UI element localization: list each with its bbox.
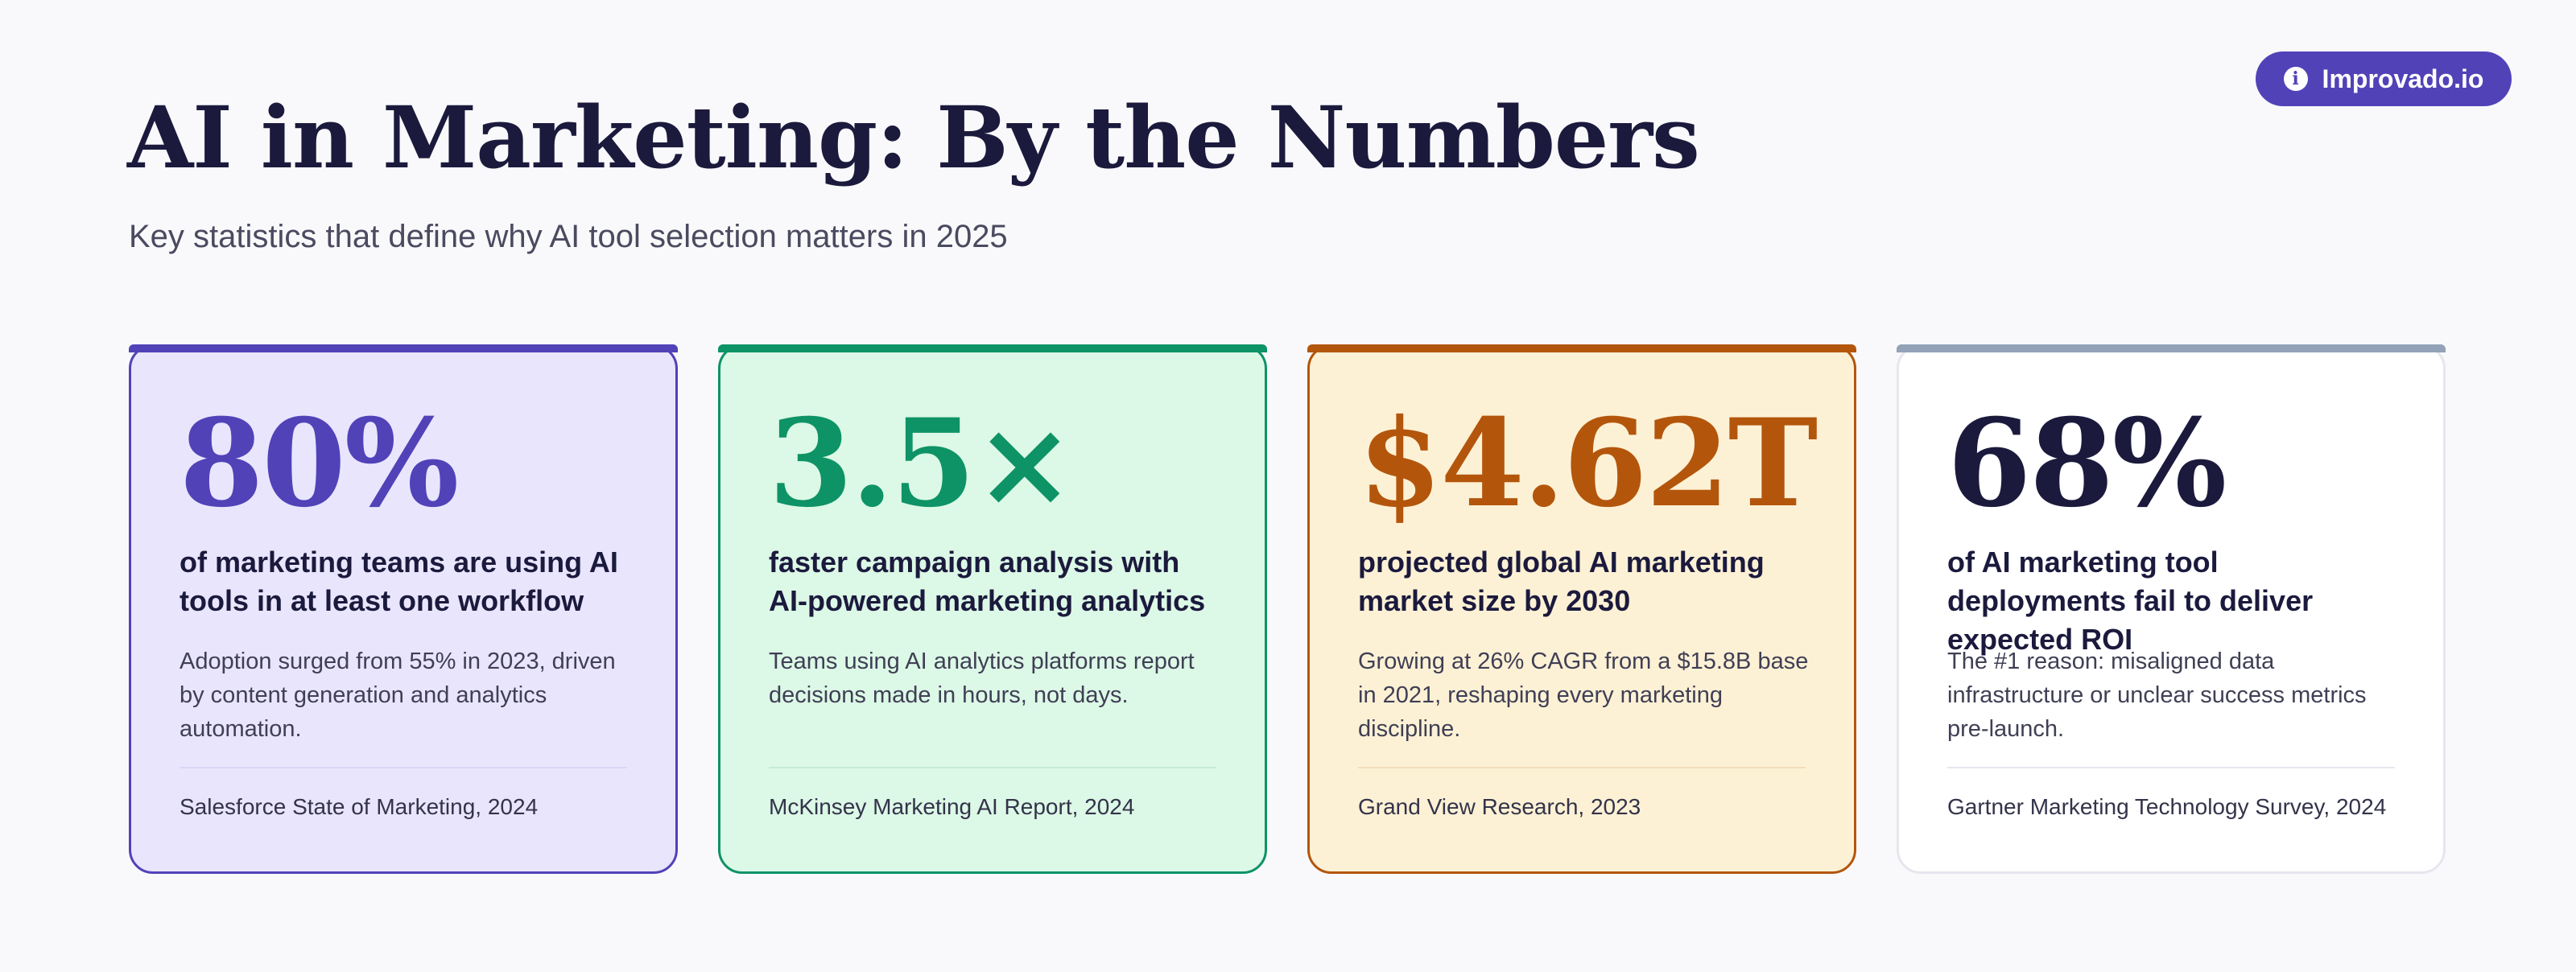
stat-value: 3.5× [769, 393, 1075, 534]
stat-value: 80% [180, 393, 459, 534]
stat-source: Grand View Research, 2023 [1358, 794, 1641, 819]
card-divider [180, 767, 627, 768]
stat-card-analysis-speed: 3.5× faster campaign analysis with AI-po… [718, 344, 1267, 874]
card-divider [1358, 767, 1806, 768]
stat-source: Salesforce State of Marketing, 2024 [180, 794, 539, 819]
card-accent-bar [1307, 344, 1856, 352]
stat-card-market-size: $4.62T projected global AI marketing mar… [1307, 344, 1856, 874]
stat-source: Gartner Marketing Technology Survey, 202… [1947, 794, 2387, 819]
card-accent-bar [129, 344, 678, 352]
stat-description: The #1 reason: misaligned data infrastru… [1947, 649, 2367, 742]
info-icon: i [2283, 67, 2308, 91]
stat-value: $4.62T [1358, 393, 1818, 534]
stat-headline: of marketing teams are using AI tools in… [180, 546, 618, 617]
stat-card-roi-failure: 68% of AI marketing tool deployments fai… [1897, 344, 2446, 874]
page-subtitle: Key statistics that define why AI tool s… [129, 219, 1008, 254]
card-divider [769, 767, 1216, 768]
card-accent-bar [1897, 344, 2446, 352]
stat-source: McKinsey Marketing AI Report, 2024 [769, 794, 1135, 819]
page-title: AI in Marketing: By the Numbers [127, 87, 1700, 187]
card-accent-bar [718, 344, 1267, 352]
card-divider [1947, 767, 2395, 768]
stat-headline: projected global AI marketing market siz… [1358, 546, 1765, 617]
improvado-badge[interactable]: i Improvado.io [2256, 51, 2512, 106]
stat-headline: of AI marketing tool deployments fail to… [1947, 546, 2314, 656]
stat-cards: 80% of marketing teams are using AI tool… [129, 344, 2446, 875]
stat-headline: faster campaign analysis with AI-powered… [769, 546, 1206, 617]
stat-description: Growing at 26% CAGR from a $15.8B base i… [1358, 649, 1809, 742]
stat-description: Teams using AI analytics platforms repor… [769, 649, 1195, 708]
stat-card-adoption: 80% of marketing teams are using AI tool… [129, 344, 678, 874]
stat-value: 68% [1947, 393, 2227, 534]
badge-label: Improvado.io [2322, 64, 2484, 93]
stat-description: Adoption surged from 55% in 2023, driven… [180, 649, 616, 742]
